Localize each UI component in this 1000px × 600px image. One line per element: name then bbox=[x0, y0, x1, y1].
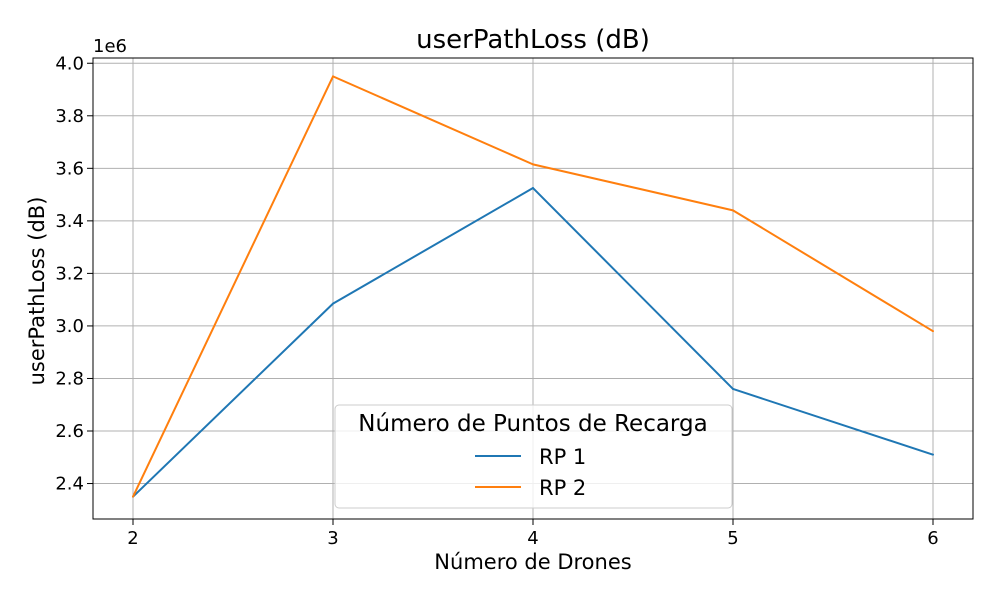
data-point-rp1 bbox=[532, 187, 534, 190]
y-tick-label: 3.0 bbox=[55, 316, 84, 337]
x-axis-label: Número de Drones bbox=[434, 550, 631, 574]
y-tick-label: 2.8 bbox=[55, 368, 84, 389]
data-point-rp2 bbox=[332, 75, 334, 78]
data-point-rp1 bbox=[732, 387, 734, 390]
data-point-rp2 bbox=[132, 495, 134, 498]
legend-box bbox=[334, 404, 733, 509]
data-point-rp2 bbox=[932, 330, 934, 333]
y-axis-ticks: 2.4 2.6 2.8 3.0 3.2 3.4 3.6 3.8 4.0 bbox=[55, 53, 93, 495]
x-tick-label: 3 bbox=[327, 528, 338, 549]
legend-label-rp2: RP 2 bbox=[539, 476, 586, 500]
y-tick-label: 2.6 bbox=[55, 421, 84, 442]
chart-title: userPathLoss (dB) bbox=[416, 25, 650, 55]
y-tick-label: 2.4 bbox=[55, 474, 84, 495]
data-point-rp1 bbox=[332, 302, 334, 305]
y-axis-label: userPathLoss (dB) bbox=[25, 197, 49, 386]
legend-title: Número de Puntos de Recarga bbox=[358, 411, 707, 437]
legend: Número de Puntos de Recarga RP 1 RP 2 bbox=[334, 404, 733, 509]
y-tick-label: 4.0 bbox=[55, 53, 84, 74]
series-lines bbox=[132, 75, 934, 498]
x-tick-label: 2 bbox=[127, 528, 138, 549]
data-point-rp2 bbox=[732, 209, 734, 212]
x-axis-ticks: 2 3 4 5 6 bbox=[127, 519, 939, 549]
y-axis-offset-label: 1e6 bbox=[93, 36, 127, 57]
y-tick-label: 3.2 bbox=[55, 263, 84, 284]
y-tick-label: 3.8 bbox=[55, 106, 84, 127]
data-point-rp1 bbox=[932, 453, 934, 456]
legend-label-rp1: RP 1 bbox=[539, 445, 586, 469]
x-tick-label: 5 bbox=[727, 528, 738, 549]
x-tick-label: 6 bbox=[927, 528, 938, 549]
x-tick-label: 4 bbox=[527, 528, 538, 549]
data-point-rp2 bbox=[532, 163, 534, 166]
y-tick-label: 3.4 bbox=[55, 211, 84, 232]
y-tick-label: 3.6 bbox=[55, 158, 84, 179]
